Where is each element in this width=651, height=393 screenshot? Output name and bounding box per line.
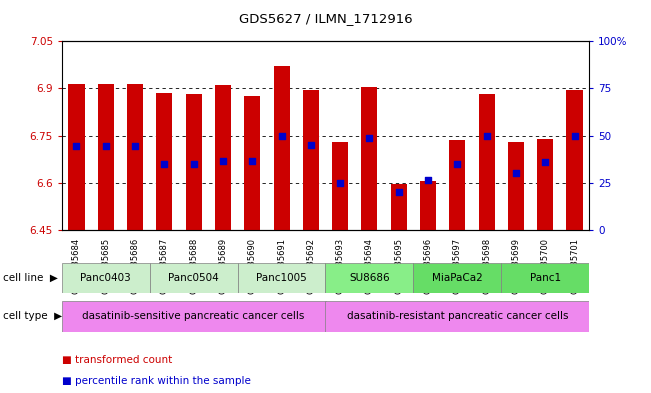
Bar — [215, 85, 231, 230]
Bar — [326, 301, 589, 332]
Bar — [478, 94, 495, 230]
Bar — [244, 96, 260, 230]
Bar — [150, 263, 238, 293]
Bar — [98, 84, 114, 230]
Point — [452, 161, 462, 167]
Bar — [68, 84, 85, 230]
Point — [159, 161, 169, 167]
Bar — [566, 90, 583, 230]
Point — [510, 170, 521, 176]
Bar — [449, 140, 465, 230]
Point — [247, 158, 257, 165]
Text: Panc1: Panc1 — [530, 273, 561, 283]
Point — [217, 158, 228, 164]
Point — [130, 143, 140, 149]
Text: MiaPaCa2: MiaPaCa2 — [432, 273, 482, 283]
Bar — [238, 263, 326, 293]
Point — [305, 142, 316, 148]
Bar — [413, 263, 501, 293]
Point — [393, 189, 404, 195]
Text: dasatinib-sensitive pancreatic cancer cells: dasatinib-sensitive pancreatic cancer ce… — [83, 311, 305, 321]
Bar — [303, 90, 319, 230]
Point — [188, 161, 199, 167]
Text: Panc1005: Panc1005 — [256, 273, 307, 283]
Bar — [508, 142, 524, 230]
Text: dasatinib-resistant pancreatic cancer cells: dasatinib-resistant pancreatic cancer ce… — [346, 311, 568, 321]
Text: ■ percentile rank within the sample: ■ percentile rank within the sample — [62, 376, 251, 386]
Bar — [332, 142, 348, 230]
Point — [276, 132, 286, 139]
Bar — [501, 263, 589, 293]
Point — [569, 133, 579, 140]
Text: SU8686: SU8686 — [349, 273, 390, 283]
Point — [100, 143, 111, 149]
Text: cell line  ▶: cell line ▶ — [3, 273, 58, 283]
Bar — [127, 84, 143, 230]
Text: GDS5627 / ILMN_1712916: GDS5627 / ILMN_1712916 — [239, 12, 412, 25]
Bar — [326, 263, 413, 293]
Bar — [62, 301, 326, 332]
Bar — [156, 93, 173, 230]
Point — [335, 180, 345, 186]
Bar — [62, 263, 150, 293]
Bar — [391, 184, 407, 230]
Text: cell type  ▶: cell type ▶ — [3, 311, 62, 321]
Bar — [420, 180, 436, 230]
Bar — [537, 139, 553, 230]
Point — [481, 133, 492, 140]
Point — [364, 135, 374, 141]
Bar — [273, 66, 290, 230]
Text: Panc0403: Panc0403 — [81, 273, 131, 283]
Point — [71, 143, 82, 149]
Bar — [361, 87, 378, 230]
Point — [423, 176, 434, 183]
Point — [540, 159, 550, 165]
Bar — [186, 94, 202, 230]
Text: Panc0504: Panc0504 — [169, 273, 219, 283]
Text: ■ transformed count: ■ transformed count — [62, 354, 172, 365]
